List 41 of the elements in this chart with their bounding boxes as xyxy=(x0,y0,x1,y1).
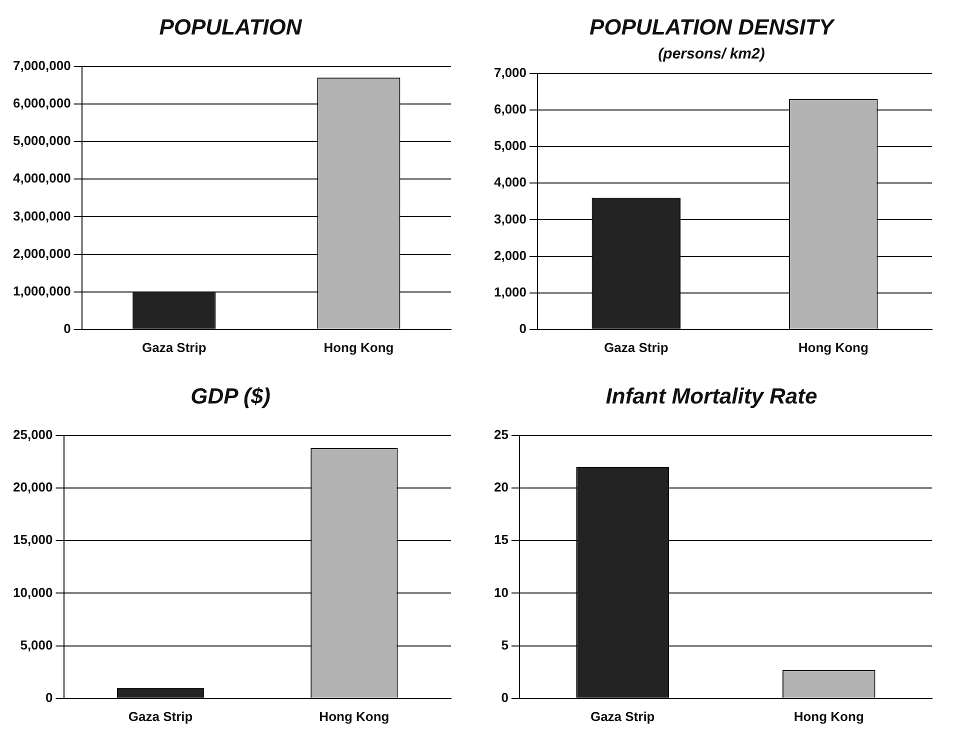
y-tick-label: 25 xyxy=(494,426,508,442)
chart-title: GDP ($) xyxy=(190,383,270,408)
y-tick-label: 0 xyxy=(519,320,527,336)
x-tick-label: Hong Kong xyxy=(319,708,390,724)
y-tick-label: 10,000 xyxy=(12,584,53,600)
y-tick-label: 2,000 xyxy=(494,248,527,263)
y-tick-label: 20,000 xyxy=(12,480,53,495)
chart-title: POPULATION DENSITY xyxy=(589,14,836,40)
y-tick-label: 5,000,000 xyxy=(12,133,71,148)
y-tick-label: 7,000,000 xyxy=(12,58,71,73)
y-tick-label: 0 xyxy=(46,690,53,705)
x-tick-label: Hong Kong xyxy=(324,340,394,355)
y-tick-label: 25,000 xyxy=(12,426,53,442)
y-tick-label: 1,000 xyxy=(494,284,527,300)
y-tick-label: 2,000,000 xyxy=(12,246,71,261)
x-tick-label: Gaza Strip xyxy=(128,708,193,724)
chart-subtitle: (persons/ km2) xyxy=(658,46,765,63)
y-tick-label: 0 xyxy=(501,690,508,705)
y-tick-label: 4,000 xyxy=(494,174,527,190)
y-tick-label: 5 xyxy=(501,637,508,652)
y-tick-label: 15 xyxy=(494,532,508,548)
y-tick-label: 4,000,000 xyxy=(12,170,71,186)
y-tick-label: 10 xyxy=(494,584,508,600)
y-tick-label: 5,000 xyxy=(20,637,53,652)
y-tick-label: 3,000 xyxy=(494,211,527,226)
y-tick-label: 20 xyxy=(494,480,508,495)
y-tick-label: 6,000,000 xyxy=(12,96,71,111)
chart-title: POPULATION xyxy=(159,14,303,40)
chart-title: Infant Mortality Rate xyxy=(606,383,818,408)
y-tick-label: 7,000 xyxy=(494,64,527,80)
x-tick-label: Gaza Strip xyxy=(604,340,668,355)
y-tick-label: 15,000 xyxy=(12,532,53,548)
y-tick-label: 5,000 xyxy=(494,138,527,154)
x-tick-label: Hong Kong xyxy=(798,340,868,355)
x-tick-label: Gaza Strip xyxy=(142,340,206,355)
y-tick-label: 1,000,000 xyxy=(12,283,71,298)
y-tick-label: 0 xyxy=(64,320,71,336)
x-tick-label: Hong Kong xyxy=(794,708,864,724)
y-tick-label: 6,000 xyxy=(494,102,527,117)
y-tick-label: 3,000,000 xyxy=(12,208,71,224)
x-tick-label: Gaza Strip xyxy=(590,708,655,724)
